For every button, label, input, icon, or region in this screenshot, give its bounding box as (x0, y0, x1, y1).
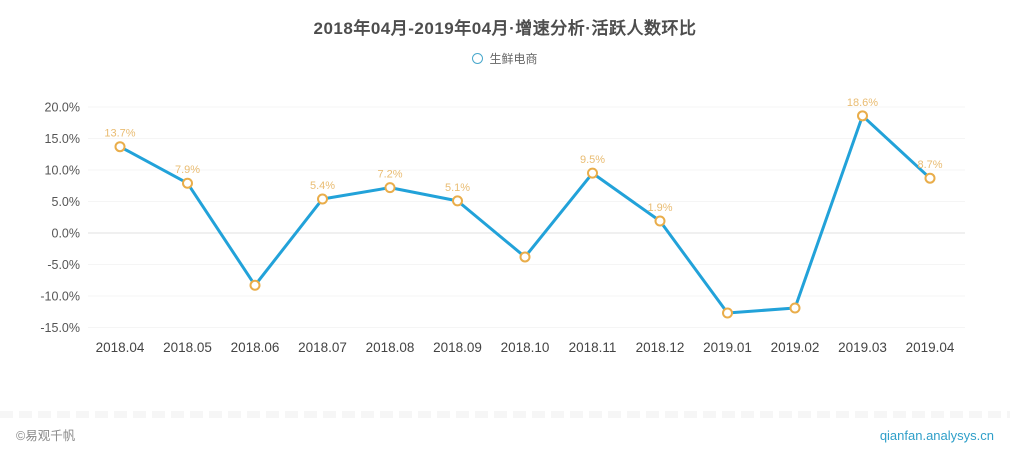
x-tick-label: 2018.04 (96, 340, 145, 355)
x-tick-label: 2018.09 (433, 340, 482, 355)
data-point[interactable] (249, 279, 261, 291)
data-point[interactable] (317, 193, 328, 205)
y-tick-label: -5.0% (47, 258, 80, 272)
data-point[interactable] (587, 167, 598, 179)
x-tick-label: 2018.11 (569, 340, 617, 355)
point-label: 7.9% (175, 164, 200, 176)
x-tick-label: 2018.06 (231, 340, 280, 355)
series-line (118, 114, 932, 315)
watermark-stripe (0, 411, 1010, 418)
point-label: 7.2% (377, 169, 402, 181)
y-tick-label: 10.0% (45, 164, 80, 178)
x-tick-label: 2018.10 (501, 340, 550, 355)
data-point[interactable] (857, 110, 868, 122)
data-point[interactable] (789, 302, 801, 314)
x-tick-label: 2019.01 (703, 340, 752, 355)
copyright-label: ©易观千帆 (16, 429, 76, 443)
data-point[interactable] (182, 177, 193, 189)
legend-circle-icon (472, 53, 484, 64)
point-label: 9.5% (580, 154, 605, 166)
point-label: 1.9% (647, 202, 672, 214)
chart-title: 2018年04月-2019年04月·增速分析·活跃人数环比 (313, 19, 697, 38)
point-label: 8.7% (917, 159, 942, 171)
x-tick-label: 2018.08 (366, 340, 415, 355)
data-point[interactable] (384, 182, 396, 194)
data-point[interactable] (114, 141, 126, 153)
data-point[interactable] (654, 215, 666, 227)
y-tick-label: -15.0% (40, 321, 80, 335)
y-tick-label: 0.0% (52, 227, 81, 241)
x-tick-label: 2018.05 (163, 340, 212, 355)
site-link[interactable]: qianfan.analysys.cn (879, 428, 994, 443)
point-label: 5.4% (310, 180, 335, 192)
data-point[interactable] (452, 195, 463, 207)
y-tick-label: 20.0% (45, 101, 80, 115)
x-tick-label: 2018.07 (298, 340, 347, 355)
point-label: 13.7% (104, 128, 135, 140)
data-point[interactable] (924, 172, 936, 184)
y-tick-label: -10.0% (40, 290, 80, 304)
point-label: 18.6% (847, 97, 878, 109)
x-tick-label: 2019.03 (838, 340, 887, 355)
y-tick-label: 5.0% (52, 195, 81, 209)
x-tick-label: 2018.12 (636, 340, 685, 355)
x-tick-label: 2019.02 (771, 340, 820, 355)
legend-item-fresh-ecommerce[interactable]: 生鲜电商 (0, 50, 1010, 67)
chart-footer: ©易观千帆 qianfan.analysys.cn (0, 425, 1010, 444)
data-point[interactable] (519, 251, 531, 263)
x-tick-label: 2019.04 (906, 340, 955, 355)
y-tick-label: 15.0% (45, 132, 80, 146)
point-label: 5.1% (445, 182, 470, 194)
data-point[interactable] (722, 307, 733, 319)
legend-label: 生鲜电商 (489, 52, 538, 66)
